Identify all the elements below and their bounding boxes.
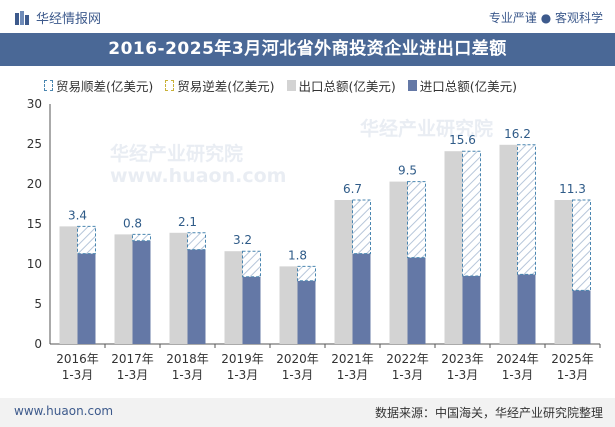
import-bar (407, 257, 426, 344)
x-tick-label: 2024年 (496, 352, 539, 366)
x-tick-label: 1-3月 (447, 368, 479, 382)
surplus-segment (517, 144, 536, 275)
export-bar (444, 151, 463, 344)
x-tick-label: 2023年 (441, 352, 484, 366)
legend-label-deficit: 贸易逆差(亿美元) (177, 79, 275, 94)
x-tick-label: 2019年 (221, 352, 264, 366)
x-tick-label: 1-3月 (337, 368, 369, 382)
x-tick-label: 2022年 (386, 352, 429, 366)
legend-item-surplus: 贸易顺差(亿美元) (44, 76, 153, 95)
surplus-segment (407, 181, 426, 259)
surplus-segment (462, 150, 481, 277)
surplus-data-label: 6.7 (343, 182, 362, 196)
x-tick-label: 2025年 (551, 352, 594, 366)
surplus-data-label: 16.2 (504, 127, 531, 141)
chart-title: 2016-2025年3月河北省外商投资企业进出口差额 (0, 33, 615, 66)
import-bar (242, 276, 261, 344)
legend-label-import: 进口总额(亿美元) (419, 79, 518, 94)
export-bar (554, 200, 573, 344)
surplus-data-label: 3.4 (68, 208, 87, 222)
x-tick-label: 1-3月 (62, 368, 94, 382)
export-bar (169, 232, 188, 344)
surplus-segment (352, 199, 371, 255)
export-bar (114, 234, 133, 344)
x-tick-label: 1-3月 (557, 368, 589, 382)
legend-item-import: 进口总额(亿美元) (407, 76, 518, 95)
x-tick-label: 1-3月 (502, 368, 534, 382)
footer: www.huaon.com 数据来源：中国海关，华经产业研究院整理 (0, 398, 615, 427)
legend-label-total: 出口总额(亿美元) (298, 79, 396, 94)
surplus-data-label: 11.3 (559, 182, 586, 196)
x-tick-label: 2020年 (276, 352, 319, 366)
x-tick-label: 1-3月 (282, 368, 314, 382)
legend-swatch-surplus (44, 80, 53, 91)
import-bar (352, 253, 371, 344)
surplus-segment (297, 265, 316, 282)
import-bar (297, 280, 316, 344)
tagline: 专业严谨 ● 客观科学 (488, 11, 603, 25)
surplus-data-label: 9.5 (398, 164, 417, 178)
x-tick-label: 2016年 (56, 352, 99, 366)
legend-swatch-deficit (165, 80, 175, 91)
brand-logo-icon (15, 10, 29, 25)
surplus-data-label: 15.6 (449, 133, 476, 147)
x-tick-label: 1-3月 (392, 368, 424, 382)
y-tick-label: 15 (27, 217, 42, 231)
legend: 贸易顺差(亿美元) 贸易逆差(亿美元) 出口总额(亿美元) 进口总额(亿美元) (44, 76, 517, 95)
surplus-data-label: 2.1 (178, 215, 197, 229)
x-tick-label: 1-3月 (227, 368, 259, 382)
legend-item-total: 出口总额(亿美元) (286, 76, 396, 95)
surplus-data-label: 3.2 (233, 233, 252, 247)
y-tick-label: 30 (27, 97, 42, 111)
import-bar (572, 290, 591, 344)
watermark-url: www.huaon.com (110, 165, 286, 187)
watermark-text: 华经产业研究院 (110, 142, 243, 165)
brand-name: 华经情报网 (36, 12, 102, 27)
import-bar (462, 276, 481, 344)
watermark-text: 华经产业研究院 (360, 117, 493, 140)
surplus-segment (187, 232, 206, 251)
y-tick-label: 0 (34, 337, 42, 351)
footer-website: www.huaon.com (14, 404, 114, 418)
surplus-data-label: 1.8 (288, 248, 307, 262)
surplus-segment (132, 233, 151, 242)
import-bar (132, 240, 151, 344)
x-tick-label: 2017年 (111, 352, 154, 366)
y-tick-label: 10 (27, 257, 42, 271)
surplus-data-label: 0.8 (123, 216, 142, 230)
x-tick-label: 1-3月 (117, 368, 149, 382)
y-tick-label: 25 (27, 137, 42, 151)
legend-label-surplus: 贸易顺差(亿美元) (56, 79, 154, 94)
export-bar (334, 200, 353, 344)
surplus-segment (242, 250, 261, 278)
legend-swatch-import (407, 80, 417, 91)
export-bar (224, 251, 243, 344)
x-tick-label: 2018年 (166, 352, 209, 366)
y-tick-label: 5 (34, 297, 42, 311)
export-bar (389, 181, 408, 344)
surplus-segment (77, 225, 96, 255)
x-tick-label: 1-3月 (172, 368, 204, 382)
export-bar (499, 144, 518, 344)
export-bar (279, 266, 298, 344)
y-tick-label: 20 (27, 177, 42, 191)
bar-chart: 华经产业研究院 华经产业研究院 www.huaon.com 0510152025… (27, 97, 601, 382)
brand: 华经情报网 (14, 8, 101, 27)
legend-swatch-total (286, 80, 296, 91)
import-bar (517, 274, 536, 344)
footer-source: 数据来源：中国海关，华经产业研究院整理 (374, 406, 603, 420)
top-bar: 华经情报网 专业严谨 ● 客观科学 (0, 0, 615, 32)
surplus-segment (572, 199, 591, 291)
legend-item-deficit: 贸易逆差(亿美元) (165, 76, 275, 95)
import-bar (77, 253, 96, 344)
import-bar (187, 249, 206, 344)
plot-area: 0 5 10 15 20 25 30 3.4 2016年 1-3月 0.8 2017年 1-3月 2.1 2… (27, 97, 601, 382)
x-tick-label: 2021年 (331, 352, 374, 366)
export-bar (59, 226, 78, 344)
